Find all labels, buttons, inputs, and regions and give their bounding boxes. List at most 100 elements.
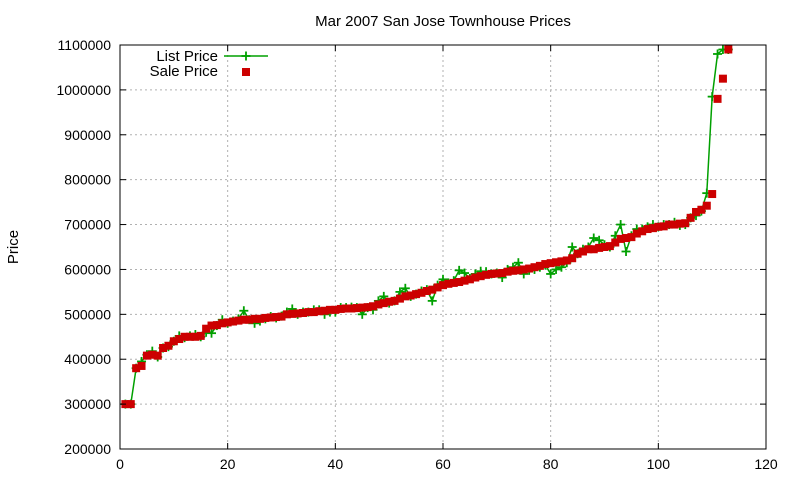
data-point-plus (454, 265, 464, 275)
data-point-square (412, 290, 421, 299)
data-point-square (568, 254, 577, 263)
data-point-square (299, 308, 308, 317)
data-point-square (250, 314, 259, 323)
data-point-square (465, 275, 474, 284)
data-point-square (352, 304, 361, 313)
data-point-square (697, 205, 706, 214)
data-point-square (342, 304, 351, 313)
data-point-square (460, 276, 469, 285)
data-point-square (164, 341, 173, 350)
data-point-square (385, 297, 394, 306)
data-point-square (665, 220, 674, 229)
data-point-plus (207, 328, 217, 338)
data-point-square (218, 319, 227, 328)
data-point-square (546, 259, 555, 268)
data-point-square (325, 305, 334, 314)
data-point-square (191, 332, 200, 341)
data-point-square (498, 269, 507, 278)
data-point-square (573, 249, 582, 258)
axis-ticks: 200000 300000 400000 500000 600000 700000 8000… (56, 37, 777, 472)
data-point-square (395, 294, 404, 303)
data-point-square (622, 234, 631, 243)
x-tick-label: 40 (328, 456, 344, 472)
data-point-square (471, 273, 480, 282)
data-point-square (212, 321, 221, 330)
data-point-square (503, 267, 512, 276)
data-point-square (159, 344, 168, 352)
plot-area (120, 44, 733, 409)
x-tick-label: 0 (116, 456, 124, 472)
data-point-square (449, 278, 458, 287)
data-point-square (611, 238, 620, 247)
data-point-square (255, 314, 264, 323)
data-point-square (519, 265, 528, 274)
data-point-square (681, 219, 690, 228)
data-point-square (132, 364, 141, 373)
data-point-square (202, 324, 211, 333)
y-tick-label: 900000 (64, 127, 111, 143)
data-point-square (331, 305, 340, 314)
data-point-plus (239, 306, 249, 316)
data-point-square (363, 303, 372, 312)
data-point-square (347, 304, 356, 313)
data-point-square (309, 308, 318, 317)
data-point-square (234, 316, 243, 325)
data-point-square (562, 256, 571, 265)
data-point-plus (589, 233, 599, 243)
data-point-square (272, 313, 281, 322)
y-tick-label: 600000 (64, 261, 111, 277)
data-point-square (422, 286, 431, 295)
data-point-plus (551, 264, 561, 274)
y-tick-label: 700000 (64, 217, 111, 233)
data-point-square (142, 351, 151, 360)
y-axis-label: Price (5, 230, 22, 264)
data-point-square (406, 291, 415, 300)
x-tick-label: 80 (543, 456, 559, 472)
data-point-square (675, 219, 684, 228)
data-point-square (476, 272, 485, 281)
data-point-square (525, 264, 534, 273)
data-point-square (492, 269, 501, 278)
data-point-square (557, 257, 566, 266)
data-point-square (584, 245, 593, 254)
data-point-square (708, 190, 717, 199)
data-point-square (535, 261, 544, 270)
data-point-square (293, 309, 302, 318)
data-point-square (713, 94, 722, 103)
data-point-square (487, 269, 496, 278)
data-point-square (277, 312, 286, 321)
data-point-plus (621, 246, 631, 256)
legend-label-sale-price: Sale Price (150, 63, 218, 80)
data-point-square (207, 321, 216, 330)
y-tick-label: 300000 (64, 396, 111, 412)
y-tick-label: 1100000 (58, 37, 112, 53)
data-point-square (638, 227, 647, 236)
data-point-square (616, 234, 625, 243)
y-tick-label: 1000000 (56, 82, 111, 98)
data-point-square (686, 213, 695, 222)
data-point-square (261, 313, 270, 322)
data-point-square (304, 308, 313, 317)
legend-swatch-square (242, 68, 250, 76)
data-point-square (223, 318, 232, 327)
data-point-square (724, 45, 733, 54)
data-point-square (514, 266, 523, 275)
legend-label-list-price: List Price (156, 48, 218, 65)
data-point-square (374, 300, 383, 309)
data-point-square (508, 266, 517, 275)
data-point-plus (241, 51, 251, 61)
data-point-square (390, 296, 399, 305)
data-point-square (595, 243, 604, 252)
data-point-square (180, 332, 189, 341)
data-point-square (417, 288, 426, 297)
data-point-square (482, 270, 491, 279)
data-point-square (229, 317, 238, 326)
data-point-square (428, 285, 437, 294)
data-point-square (169, 337, 178, 346)
data-point-square (648, 224, 657, 233)
x-tick-label: 20 (220, 456, 236, 472)
data-point-square (401, 292, 410, 301)
data-point-square (654, 222, 663, 231)
